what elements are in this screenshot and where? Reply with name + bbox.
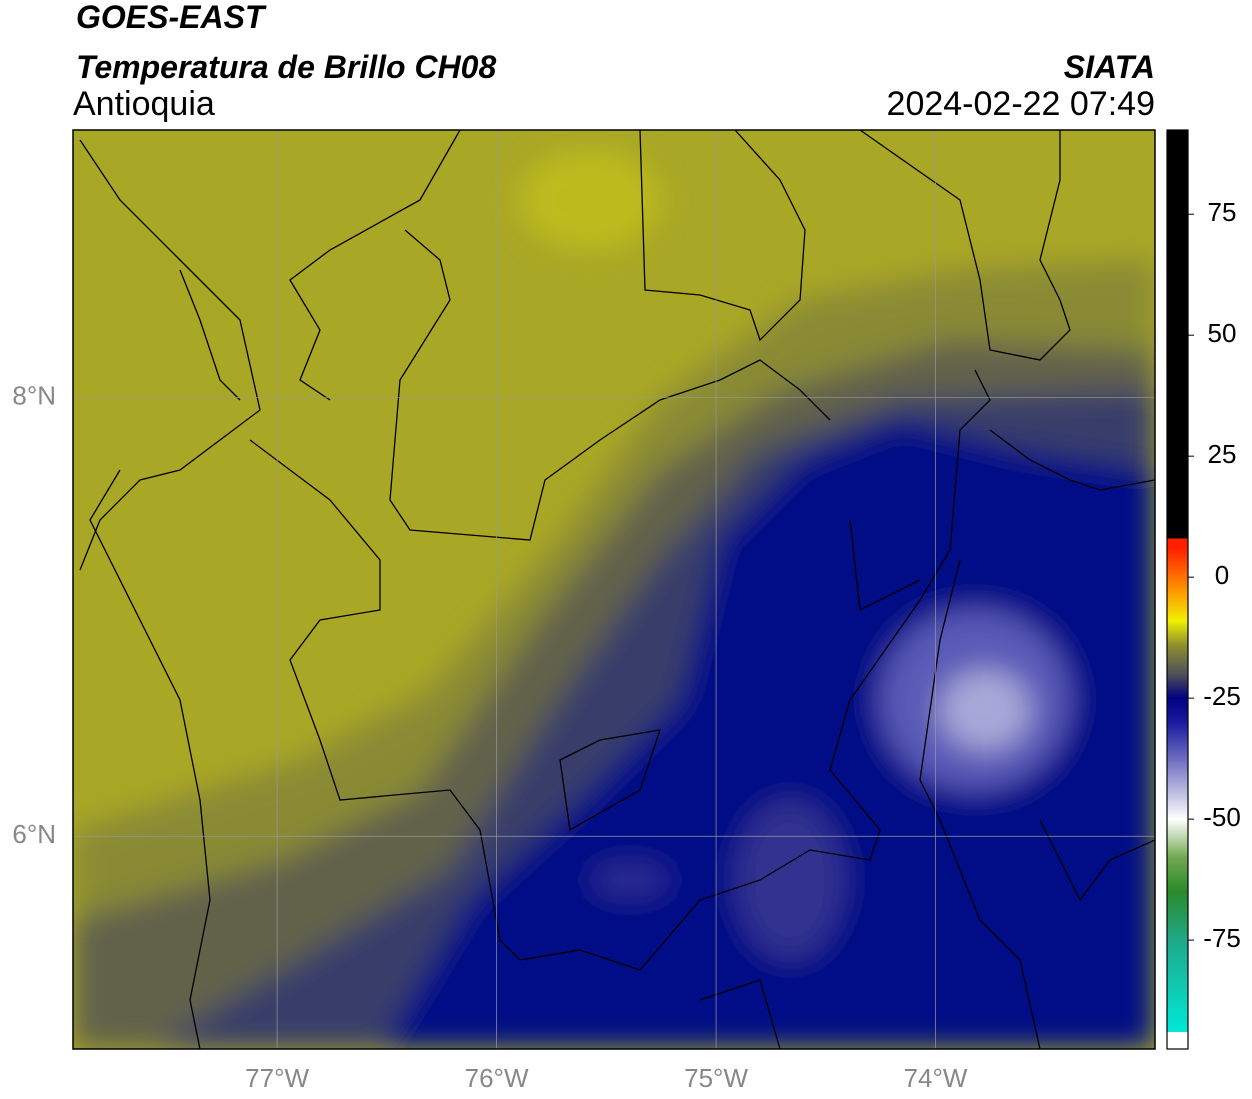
region: Antioquia [73, 85, 215, 123]
x-tick-label: 77°W [245, 1063, 309, 1093]
y-tick-label: 6°N [12, 819, 56, 849]
map-frame [72, 129, 1156, 1050]
colorbar-tick-label: -25 [1203, 681, 1241, 711]
source: SIATA [1064, 49, 1155, 85]
borders [79, 130, 1155, 1049]
x-tick-label: 75°W [684, 1063, 748, 1093]
colorbar-tick-label: 25 [1208, 439, 1237, 469]
y-tick-label: 8°N [12, 380, 56, 410]
colorbar-tick-label: 75 [1208, 197, 1237, 227]
satellite: GOES-EAST [76, 0, 267, 35]
x-tick-label: 76°W [465, 1063, 529, 1093]
colorbar-tick-label: -50 [1203, 802, 1241, 832]
colorbar-tick-label: 0 [1215, 560, 1229, 590]
x-tick-label: 74°W [904, 1063, 968, 1093]
product: Temperatura de Brillo CH08 [76, 49, 496, 85]
colorbar [1166, 129, 1189, 1050]
colorbar-tick-label: 50 [1208, 318, 1237, 348]
map [73, 130, 1155, 1049]
datetime: 2024-02-22 07:49 [887, 85, 1155, 123]
colorbar-tick-label: -75 [1203, 923, 1241, 953]
